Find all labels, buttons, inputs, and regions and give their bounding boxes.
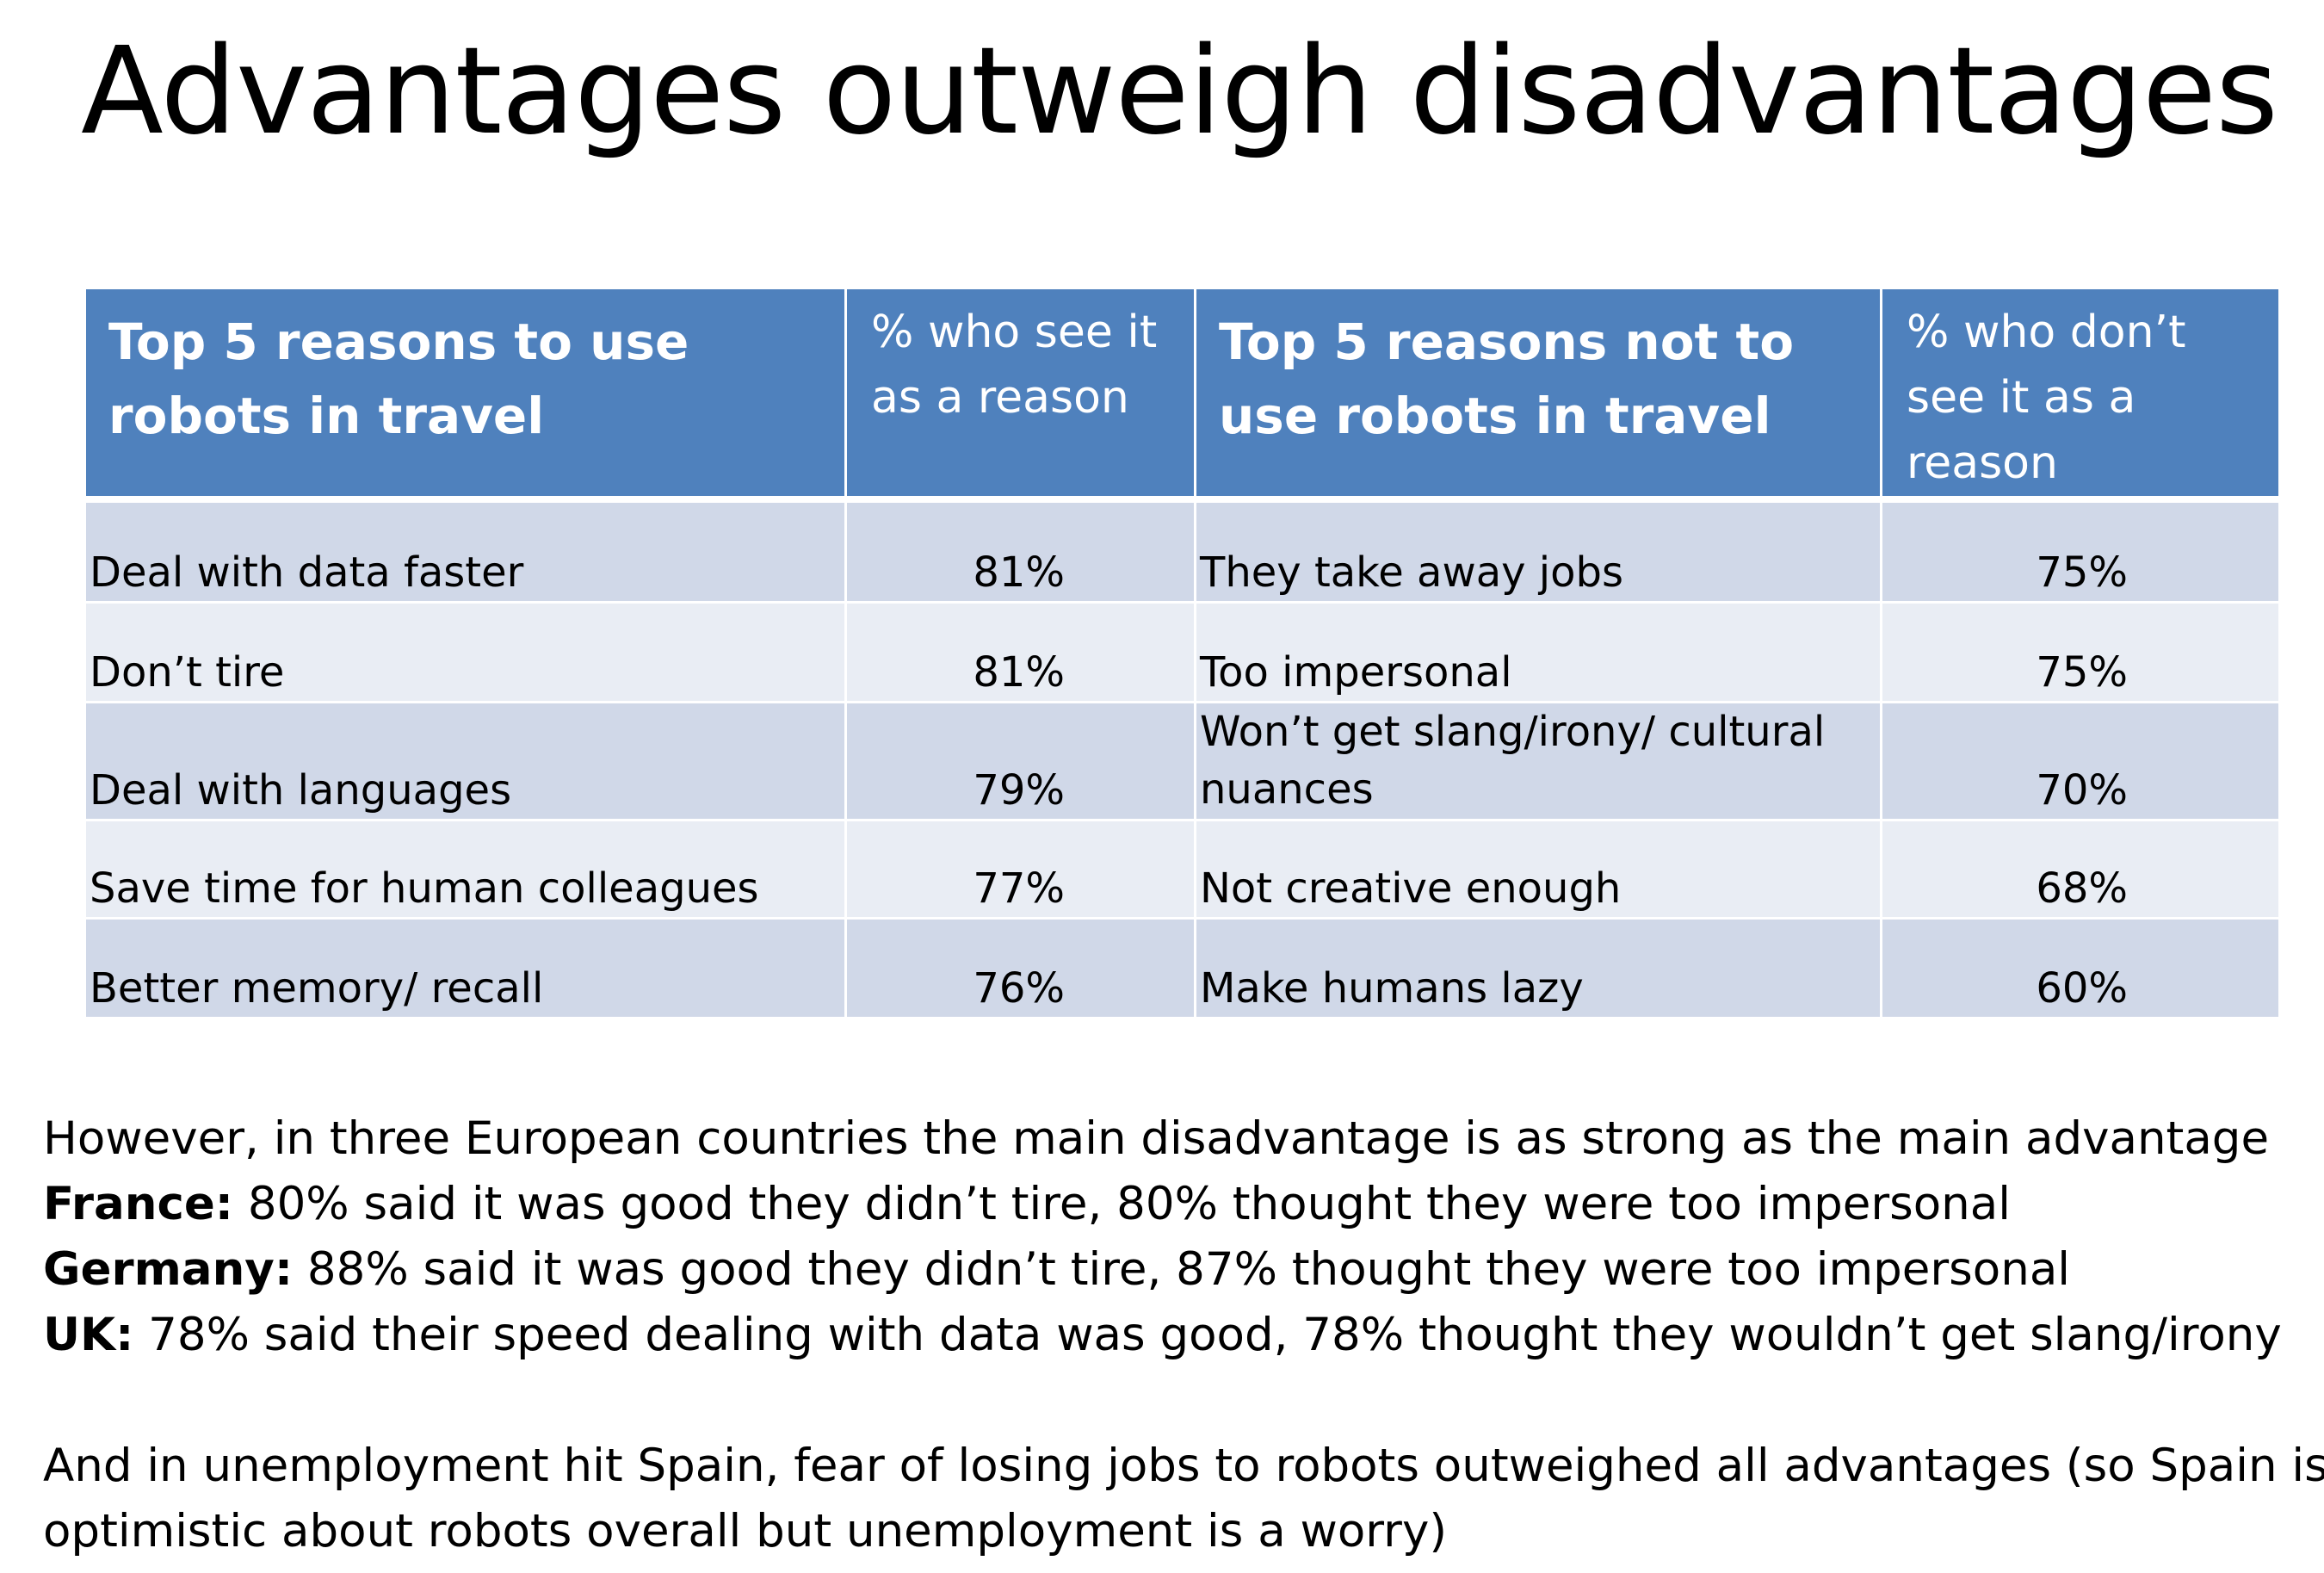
reasons-table: Top 5 reasons to use robots in travel % …	[86, 289, 2278, 1019]
country-label: UK:	[43, 1309, 134, 1361]
note-uk: UK: 78% said their speed dealing with da…	[43, 1303, 2298, 1368]
pct-cell: 77%	[847, 821, 1196, 920]
reason-cell: Deal with data faster	[86, 503, 847, 604]
header-pct-not-reason: % who don’t see it as a reason	[1882, 289, 2278, 503]
table-row: Deal with data faster 81% They take away…	[86, 503, 2278, 604]
table-row: Save time for human colleagues 77% Not c…	[86, 821, 2278, 920]
country-label: Germany:	[43, 1243, 294, 1296]
table-header-row: Top 5 reasons to use robots in travel % …	[86, 289, 2278, 503]
reason-cell: Save time for human colleagues	[86, 821, 847, 920]
slide-title: Advantages outweigh disadvantages	[81, 22, 2278, 162]
not-pct-cell: 70%	[1882, 703, 2278, 821]
note-text: 78% said their speed dealing with data w…	[133, 1309, 2282, 1361]
table-row: Don’t tire 81% Too impersonal 75%	[86, 604, 2278, 703]
reason-cell: Don’t tire	[86, 604, 847, 703]
header-reasons-not-to-use: Top 5 reasons not to use robots in trave…	[1196, 289, 1882, 503]
not-pct-cell: 68%	[1882, 821, 2278, 920]
spacer	[43, 1368, 2298, 1434]
note-spain-line-2: optimistic about robots overall but unem…	[43, 1505, 1447, 1558]
pct-cell: 81%	[847, 503, 1196, 604]
notes-intro: However, in three European countries the…	[43, 1112, 2270, 1165]
note-france: France: 80% said it was good they didn’t…	[43, 1172, 2298, 1237]
notes-block: However, in three European countries the…	[43, 1106, 2324, 1564]
note-text: 80% said it was good they didn’t tire, 8…	[233, 1178, 2011, 1230]
header-reasons-to-use: Top 5 reasons to use robots in travel	[86, 289, 847, 503]
not-reason-cell: Won’t get slang/irony/ cultural nuances	[1196, 703, 1882, 821]
reason-cell: Better memory/ recall	[86, 920, 847, 1019]
note-germany: Germany: 88% said it was good they didn’…	[43, 1237, 2298, 1303]
pct-cell: 76%	[847, 920, 1196, 1019]
not-reason-cell: They take away jobs	[1196, 503, 1882, 604]
reason-cell: Deal with languages	[86, 703, 847, 821]
not-reason-cell: Too impersonal	[1196, 604, 1882, 703]
not-pct-cell: 75%	[1882, 503, 2278, 604]
table-row: Deal with languages 79% Won’t get slang/…	[86, 703, 2278, 821]
note-spain-line-1: And in unemployment hit Spain, fear of l…	[43, 1440, 2324, 1492]
header-pct-reason: % who see it as a reason	[847, 289, 1196, 503]
not-pct-cell: 60%	[1882, 920, 2278, 1019]
not-pct-cell: 75%	[1882, 604, 2278, 703]
country-label: France:	[43, 1178, 234, 1230]
table-row: Better memory/ recall 76% Make humans la…	[86, 920, 2278, 1019]
pct-cell: 79%	[847, 703, 1196, 821]
note-text: 88% said it was good they didn’t tire, 8…	[293, 1243, 2071, 1296]
not-reason-cell: Make humans lazy	[1196, 920, 1882, 1019]
pct-cell: 81%	[847, 604, 1196, 703]
not-reason-cell: Not creative enough	[1196, 821, 1882, 920]
